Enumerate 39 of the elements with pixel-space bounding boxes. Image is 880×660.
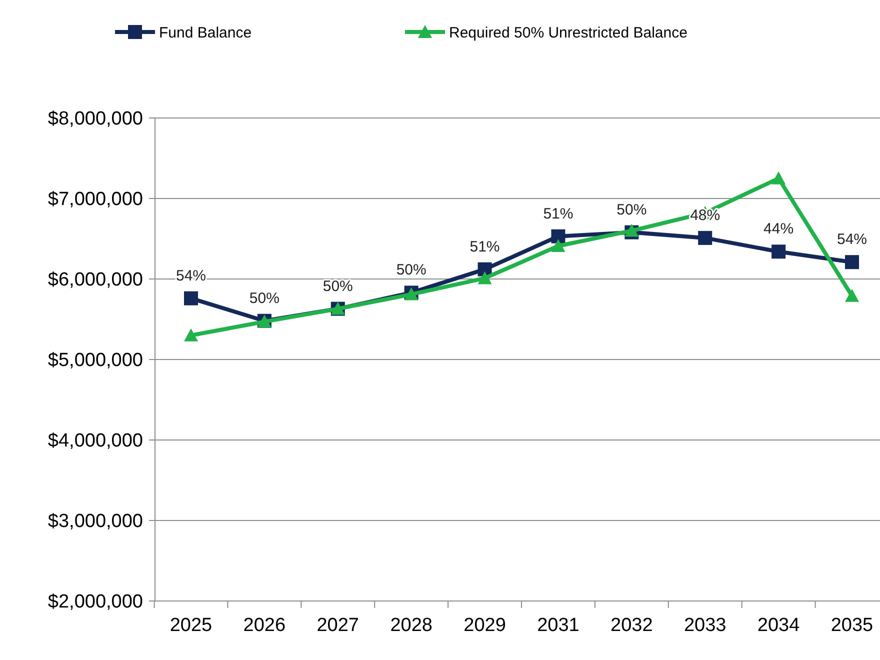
y-tick-label: $8,000,000 [48,108,143,130]
y-tick-label: $4,000,000 [48,430,143,452]
x-tick-label: 2029 [464,615,506,636]
y-tick-label: $2,000,000 [48,592,143,613]
annotation: 51% [543,205,574,222]
point [845,255,859,270]
point [184,291,198,306]
legend-label: Required 50% Unrestricted Balance [449,24,688,42]
point [478,271,492,284]
point [184,328,198,342]
point [624,224,639,237]
x-tick-label: 2031 [537,615,580,636]
annotation: 50% [249,290,280,307]
y-tick-label: $6,000,000 [48,270,143,291]
annotation: 50% [616,201,647,218]
x-tick-label: 2026 [243,615,286,636]
annotation: 51% [470,238,500,256]
legend-label: Fund Balance [159,24,252,42]
annotation: 44% [764,220,794,238]
annotation: 54% [836,231,868,248]
point [845,288,859,302]
x-tick-label: 2028 [390,615,432,636]
y-tick-label: $7,000,000 [48,189,143,210]
annotation: 54% [176,267,206,284]
annotation: 50% [396,262,426,279]
point [772,171,786,184]
y-tick-label: $5,000,000 [48,350,143,372]
annotation: 50% [322,278,353,295]
x-tick-label: 2033 [684,615,726,636]
x-tick-label: 2032 [610,615,653,636]
y-tick-label: $3,000,000 [48,511,143,532]
point [551,229,566,244]
point [772,244,786,259]
point [551,238,566,252]
x-tick-label: 2025 [170,615,212,636]
x-tick-label: 2027 [316,615,360,636]
x-tick-label: 2035 [830,615,874,636]
point [698,230,712,245]
x-tick-label: 2034 [757,615,800,636]
